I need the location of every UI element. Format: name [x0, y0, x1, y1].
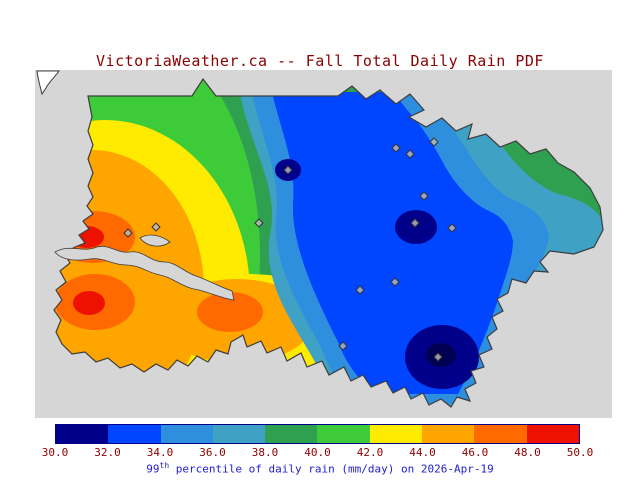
caption-text: percentile of daily rain (mm/day) on 202…: [169, 462, 494, 476]
colorbar-tick-label: 30.0: [41, 446, 69, 459]
colorbar-tick-label: 42.0: [356, 446, 384, 459]
station-marker: [429, 137, 439, 147]
colorbar-caption: 99th percentile of daily rain (mm/day) o…: [0, 461, 640, 476]
page-title: VictoriaWeather.ca -- Fall Total Daily R…: [96, 52, 544, 70]
colorbar-scale: 30.0 32.0 34.0 36.0 38.0 40.0 42.0 44.0 46.0 48.0…: [0, 446, 640, 459]
colorbar-segment: [160, 425, 213, 443]
colorbar-segment: [56, 425, 109, 443]
station-marker: [151, 222, 161, 232]
contour-30-32: [395, 210, 437, 244]
station-marker: [283, 165, 293, 175]
colorbar-tick-label: 32.0: [94, 446, 121, 459]
colorbar-segment: [108, 425, 161, 443]
colorbar-tick-label: 50.0: [566, 446, 594, 459]
colorbar-tick-label: 38.0: [251, 446, 279, 459]
colorbar-tick-label: 36.0: [199, 446, 226, 459]
small-bay: [139, 234, 171, 247]
caption-number: 99: [146, 462, 160, 476]
station-marker: [410, 218, 420, 228]
station-marker: [390, 277, 400, 287]
contour-48-50: [73, 291, 105, 315]
station-marker: [433, 352, 443, 362]
colorbar-segment: [474, 425, 527, 443]
harbour-inlet: [54, 245, 235, 301]
caption-ordinal: th: [159, 461, 170, 470]
station-marker: [254, 218, 264, 228]
colorbar-segment: [369, 425, 423, 443]
station-marker: [391, 143, 401, 153]
colorbar-segment: [265, 425, 318, 443]
colorbar-tick-label: 40.0: [304, 446, 331, 459]
coastline-fragment: [36, 70, 60, 96]
colorbar-segment: [212, 425, 266, 443]
colorbar-tick-label: 34.0: [146, 446, 174, 459]
contour-32-34: [272, 92, 513, 394]
colorbar-tick-label: 48.0: [514, 446, 541, 459]
station-markers: [123, 137, 457, 362]
station-marker: [419, 191, 429, 201]
colorbar-segment: [526, 425, 579, 443]
colorbar: [55, 424, 580, 444]
station-marker: [355, 285, 365, 295]
rain-minimum-core: [426, 343, 456, 367]
colorbar-segment: [317, 425, 370, 443]
colorbar-segment: [422, 425, 475, 443]
station-marker: [447, 223, 457, 233]
station-marker: [338, 341, 348, 351]
colorbar-tick-label: 46.0: [461, 446, 489, 459]
colorbar-tick-label: 44.0: [409, 446, 436, 459]
contour-46-48: [197, 292, 263, 332]
station-marker: [123, 228, 133, 238]
station-marker: [405, 149, 415, 159]
